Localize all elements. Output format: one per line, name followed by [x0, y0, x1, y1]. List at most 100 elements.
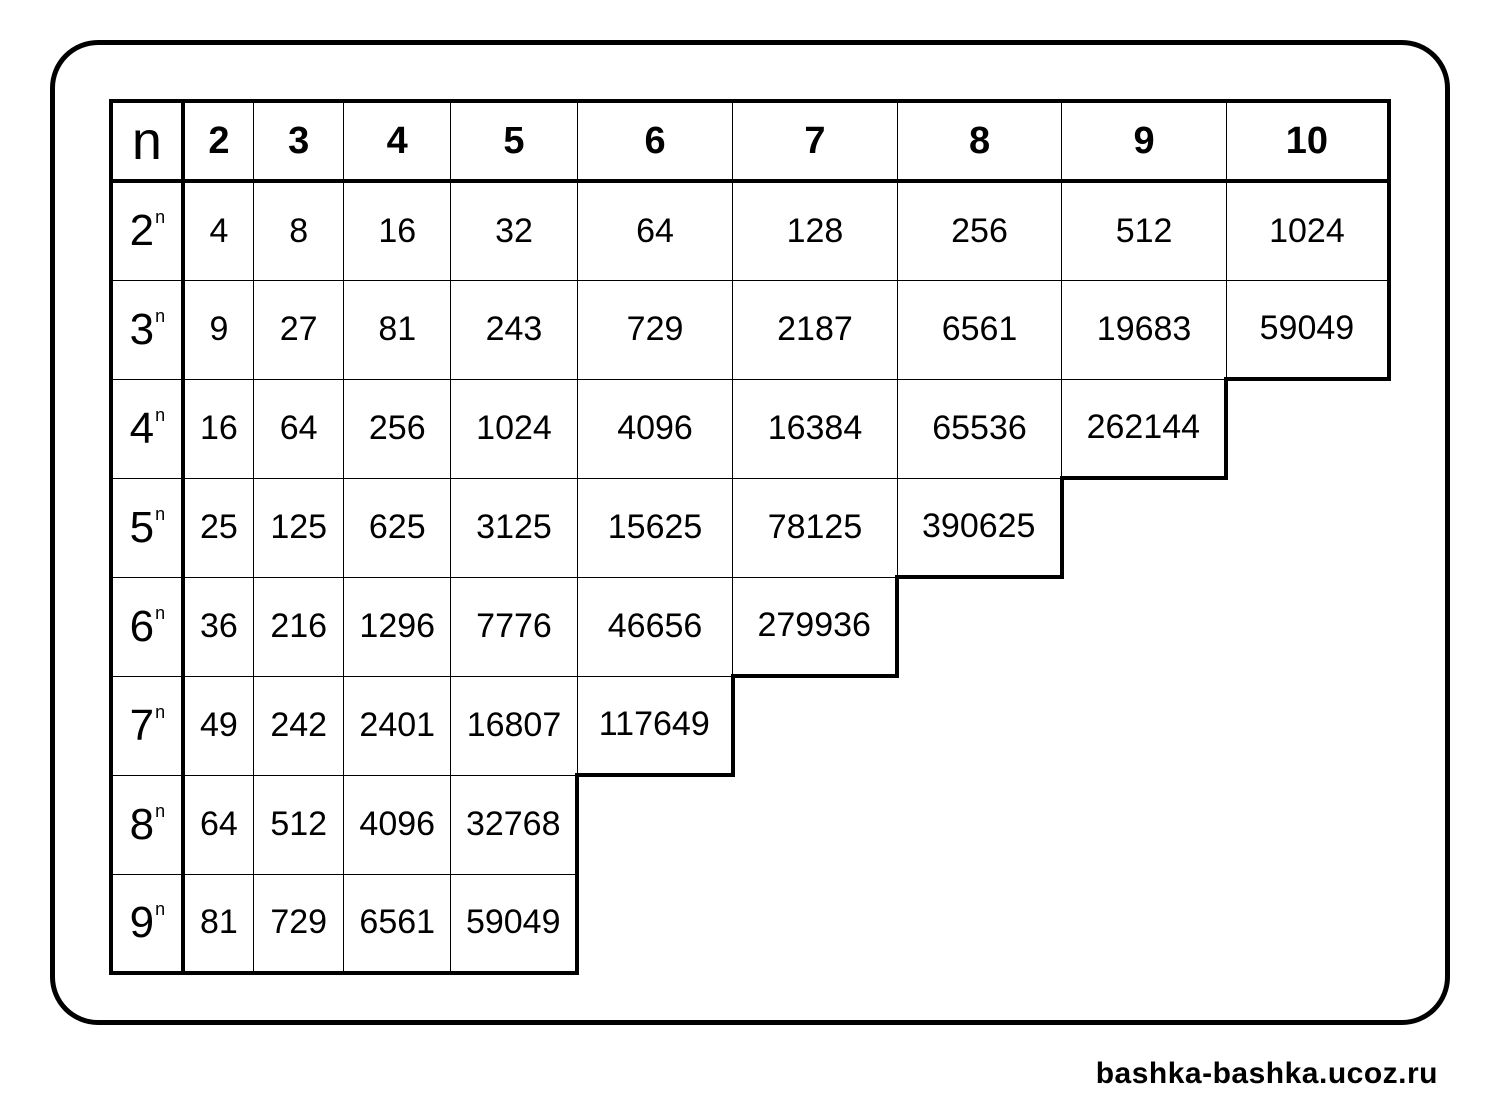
- value-cell: 390625: [897, 478, 1062, 577]
- value-cell: 6561: [344, 874, 451, 973]
- value-cell: 32768: [451, 775, 578, 874]
- value-cell: 16384: [733, 379, 898, 478]
- value-cell: 64: [253, 379, 343, 478]
- value-cell: 243: [451, 280, 578, 379]
- value-cell: 1024: [1226, 181, 1389, 280]
- value-cell: 262144: [1062, 379, 1227, 478]
- rounded-frame: n23456789102n4816326412825651210243n9278…: [50, 40, 1450, 1025]
- column-header: 4: [344, 101, 451, 181]
- row-label: 9n: [111, 874, 183, 973]
- value-cell: 64: [183, 775, 254, 874]
- empty-cell: [897, 577, 1062, 676]
- column-header: 3: [253, 101, 343, 181]
- row-label-base: 5: [130, 503, 154, 553]
- value-cell: 242: [253, 676, 343, 775]
- value-cell: 4: [183, 181, 254, 280]
- column-header: 7: [733, 101, 898, 181]
- empty-cell: [1226, 577, 1389, 676]
- value-cell: 3125: [451, 478, 578, 577]
- row-label: 3n: [111, 280, 183, 379]
- value-cell: 4096: [577, 379, 732, 478]
- value-cell: 216: [253, 577, 343, 676]
- value-cell: 6561: [897, 280, 1062, 379]
- empty-cell: [1062, 676, 1227, 775]
- row-label-base: 8: [130, 800, 154, 850]
- value-cell: 729: [253, 874, 343, 973]
- column-header: 6: [577, 101, 732, 181]
- value-cell: 512: [1062, 181, 1227, 280]
- empty-cell: [1062, 478, 1227, 577]
- empty-cell: [733, 676, 898, 775]
- column-header: 9: [1062, 101, 1227, 181]
- row-label-exponent: n: [155, 306, 165, 326]
- empty-cell: [1226, 775, 1389, 874]
- value-cell: 81: [344, 280, 451, 379]
- row-label-exponent: n: [155, 801, 165, 821]
- value-cell: 625: [344, 478, 451, 577]
- row-label-base: 6: [130, 602, 154, 652]
- value-cell: 4096: [344, 775, 451, 874]
- row-label: 4n: [111, 379, 183, 478]
- value-cell: 64: [577, 181, 732, 280]
- column-header: 5: [451, 101, 578, 181]
- column-header: 8: [897, 101, 1062, 181]
- value-cell: 32: [451, 181, 578, 280]
- row-label-exponent: n: [155, 207, 165, 227]
- row-label-exponent: n: [155, 405, 165, 425]
- empty-cell: [1226, 478, 1389, 577]
- value-cell: 128: [733, 181, 898, 280]
- corner-label: n: [111, 101, 183, 181]
- credit-text: bashka-bashka.ucoz.ru: [1096, 1057, 1438, 1091]
- empty-cell: [577, 874, 732, 973]
- value-cell: 27: [253, 280, 343, 379]
- powers-table: n23456789102n4816326412825651210243n9278…: [109, 99, 1391, 975]
- row-label-base: 2: [130, 206, 154, 256]
- value-cell: 15625: [577, 478, 732, 577]
- column-header: 2: [183, 101, 254, 181]
- value-cell: 512: [253, 775, 343, 874]
- value-cell: 46656: [577, 577, 732, 676]
- column-header: 10: [1226, 101, 1389, 181]
- row-label: 5n: [111, 478, 183, 577]
- row-label: 6n: [111, 577, 183, 676]
- value-cell: 279936: [733, 577, 898, 676]
- page: n23456789102n4816326412825651210243n9278…: [0, 0, 1500, 1109]
- value-cell: 117649: [577, 676, 732, 775]
- empty-cell: [577, 775, 732, 874]
- value-cell: 81: [183, 874, 254, 973]
- empty-cell: [1062, 874, 1227, 973]
- row-label-exponent: n: [155, 603, 165, 623]
- row-label-exponent: n: [155, 504, 165, 524]
- value-cell: 7776: [451, 577, 578, 676]
- empty-cell: [1226, 379, 1389, 478]
- empty-cell: [1226, 676, 1389, 775]
- empty-cell: [1062, 577, 1227, 676]
- value-cell: 16: [344, 181, 451, 280]
- row-label-base: 4: [130, 404, 154, 454]
- value-cell: 256: [344, 379, 451, 478]
- empty-cell: [897, 676, 1062, 775]
- value-cell: 78125: [733, 478, 898, 577]
- empty-cell: [733, 775, 898, 874]
- value-cell: 9: [183, 280, 254, 379]
- empty-cell: [897, 775, 1062, 874]
- value-cell: 16807: [451, 676, 578, 775]
- value-cell: 19683: [1062, 280, 1227, 379]
- value-cell: 49: [183, 676, 254, 775]
- value-cell: 125: [253, 478, 343, 577]
- value-cell: 1296: [344, 577, 451, 676]
- value-cell: 25: [183, 478, 254, 577]
- row-label-exponent: n: [155, 702, 165, 722]
- row-label: 8n: [111, 775, 183, 874]
- value-cell: 729: [577, 280, 732, 379]
- value-cell: 2187: [733, 280, 898, 379]
- value-cell: 1024: [451, 379, 578, 478]
- value-cell: 36: [183, 577, 254, 676]
- value-cell: 59049: [1226, 280, 1389, 379]
- row-label-base: 7: [130, 701, 154, 751]
- value-cell: 16: [183, 379, 254, 478]
- value-cell: 256: [897, 181, 1062, 280]
- value-cell: 59049: [451, 874, 578, 973]
- row-label-exponent: n: [155, 899, 165, 919]
- row-label-base: 9: [130, 898, 154, 948]
